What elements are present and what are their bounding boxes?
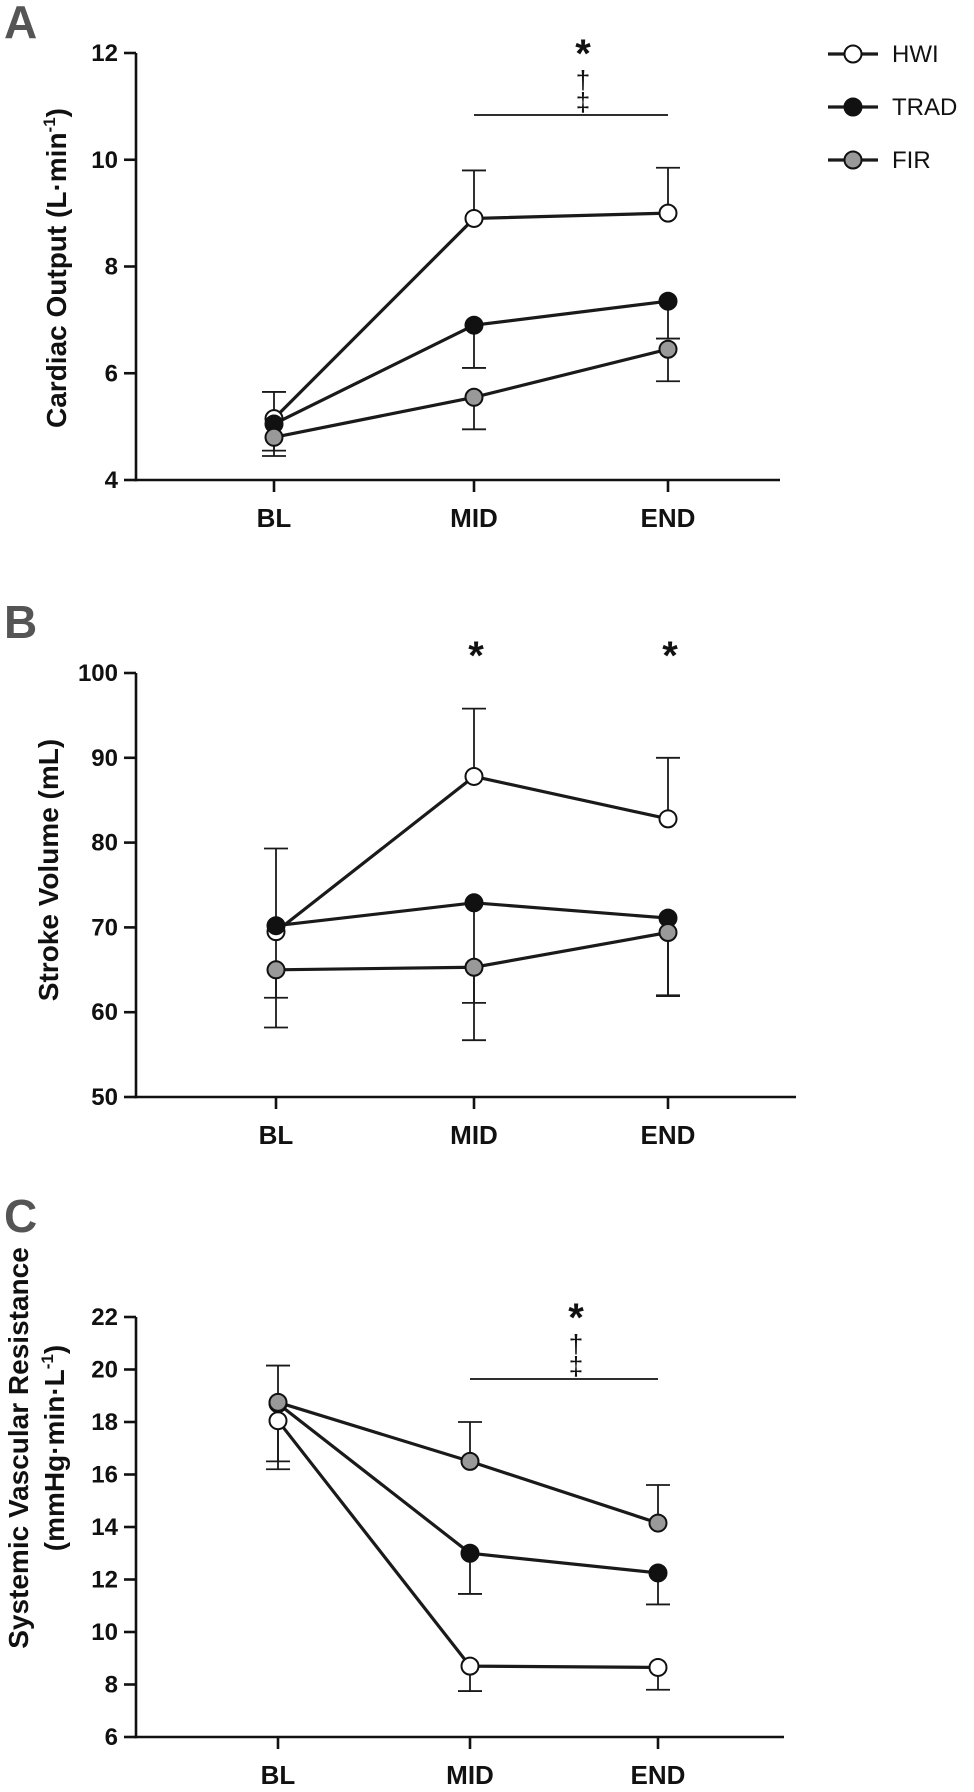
data-point-fir <box>266 960 286 980</box>
data-point-trad <box>464 315 484 335</box>
data-point-hwi <box>658 809 678 829</box>
legend: HWI TRAD FIR <box>828 41 957 174</box>
y-tick-label: 50 <box>91 1084 118 1111</box>
data-point-fir <box>460 1451 480 1471</box>
y-tick-label: 10 <box>91 1619 118 1646</box>
panel-letter-a: A <box>4 0 37 48</box>
y-axis-label-c-line1: Systemic Vascular Resistance <box>3 1247 34 1649</box>
x-tick-label-mid: MID <box>450 1120 498 1150</box>
data-point-trad <box>460 1543 480 1563</box>
data-point-fir <box>648 1513 668 1533</box>
y-tick-label: 60 <box>91 999 118 1026</box>
legend-label-hwi: HWI <box>892 41 939 68</box>
data-point-hwi <box>464 208 484 228</box>
y-tick-label: 12 <box>91 1567 118 1594</box>
y-axis-label-c-line2: (mmHg·min·L-1) <box>38 1345 70 1551</box>
x-tick-label-bl: BL <box>261 1760 296 1790</box>
significance-symbol: * <box>468 634 484 678</box>
x-tick-label-end: END <box>641 503 696 533</box>
data-point-trad <box>464 893 484 913</box>
y-tick-label: 4 <box>105 467 119 494</box>
y-tick-label: 80 <box>91 830 118 857</box>
y-tick-label: 70 <box>91 914 118 941</box>
legend-marker-hwi <box>843 44 863 64</box>
x-tick-label-bl: BL <box>259 1120 294 1150</box>
data-point-hwi <box>460 1656 480 1676</box>
y-tick-label: 12 <box>91 40 118 67</box>
data-point-fir <box>658 922 678 942</box>
y-tick-label: 16 <box>91 1462 118 1489</box>
data-point-hwi <box>648 1657 668 1677</box>
y-axis-label-b: Stroke Volume (mL) <box>33 739 64 1001</box>
data-point-hwi <box>464 766 484 786</box>
x-tick-label-end: END <box>641 1120 696 1150</box>
data-point-trad <box>658 291 678 311</box>
chart-panel-a: 4 6 8 10 12 BL MID END *†‡ <box>91 32 780 533</box>
y-tick-label: 22 <box>91 1304 118 1331</box>
chart-panel-c: 6 8 10 12 14 16 18 20 22 BL MID END *†‡ <box>91 1296 784 1790</box>
y-tick-label: 6 <box>105 360 118 387</box>
data-point-trad <box>266 916 286 936</box>
legend-label-fir: FIR <box>892 147 931 174</box>
significance-symbol: * <box>568 1296 584 1340</box>
data-point-fir <box>464 957 484 977</box>
x-tick-label-mid: MID <box>450 503 498 533</box>
significance-symbol: † <box>576 65 590 95</box>
y-tick-label: 90 <box>91 745 118 772</box>
y-tick-label: 8 <box>105 254 118 281</box>
y-tick-label: 10 <box>91 147 118 174</box>
x-tick-label-bl: BL <box>257 503 292 533</box>
data-point-fir <box>264 427 284 447</box>
significance-symbol: ‡ <box>576 87 590 117</box>
x-tick-label-end: END <box>631 1760 686 1790</box>
y-tick-label: 8 <box>105 1672 118 1699</box>
significance-symbol: * <box>575 32 591 76</box>
data-point-fir <box>658 339 678 359</box>
y-tick-label: 20 <box>91 1357 118 1384</box>
legend-marker-trad <box>843 97 863 117</box>
significance-symbol: * <box>662 634 678 678</box>
y-axis-label-a: Cardiac Output (L·min-1) <box>40 108 72 428</box>
series-line-hwi <box>272 211 669 420</box>
significance-symbol: † <box>569 1329 583 1359</box>
x-tick-label-mid: MID <box>446 1760 494 1790</box>
data-point-fir <box>464 387 484 407</box>
y-tick-label: 18 <box>91 1409 118 1436</box>
y-tick-label: 6 <box>105 1724 118 1751</box>
significance-symbol: ‡ <box>569 1351 583 1381</box>
legend-marker-fir <box>843 150 863 170</box>
chart-panel-b: 50 60 70 80 90 100 BL MID END * * <box>78 634 796 1150</box>
data-point-hwi <box>658 203 678 223</box>
panel-letter-b: B <box>4 596 37 648</box>
data-point-hwi <box>268 1411 288 1431</box>
y-tick-label: 100 <box>78 660 118 687</box>
y-tick-label: 14 <box>91 1514 118 1541</box>
data-point-trad <box>648 1563 668 1583</box>
data-point-fir <box>268 1392 288 1412</box>
panel-letter-c: C <box>4 1190 37 1242</box>
legend-label-trad: TRAD <box>892 94 957 121</box>
